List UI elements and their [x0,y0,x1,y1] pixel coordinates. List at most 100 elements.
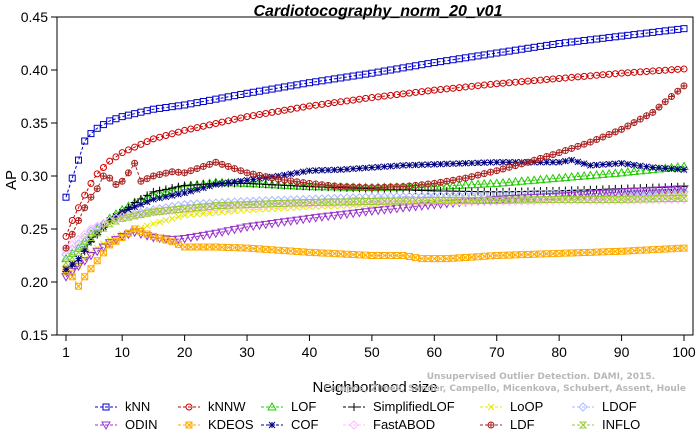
data-point [349,165,357,173]
data-point [298,215,309,225]
data-point [106,175,113,182]
data-point [206,209,213,217]
watermark-line: Unsupervised Outlier Detection. DAMI, 20… [427,372,655,382]
data-point [185,421,193,429]
data-point [61,273,71,282]
data-point [62,265,70,273]
data-point [611,247,619,255]
data-point [660,186,671,195]
data-point [137,140,145,148]
data-point [193,165,201,173]
data-point [556,149,563,156]
data-point [604,189,614,198]
series-knnw [62,65,688,240]
data-point [112,212,120,220]
data-point [475,172,481,179]
data-point [206,160,214,168]
data-point [442,196,451,204]
data-point [604,168,614,178]
data-point [331,182,338,189]
data-point [169,168,176,175]
data-point [150,195,157,203]
data-point [618,159,625,167]
data-point [624,122,632,130]
data-point [567,195,576,203]
data-point [181,126,189,134]
data-point [468,173,476,181]
data-point [337,166,345,173]
data-point [181,189,188,197]
data-point [412,182,419,189]
data-point [287,170,295,178]
y-axis-label: AP [3,170,20,190]
data-point [660,194,670,205]
data-point [269,174,275,181]
data-point [641,165,652,174]
data-point [492,190,502,200]
data-point [75,217,82,224]
data-point [100,173,107,179]
y-tick-label: 0.20 [21,274,48,290]
data-point [491,178,502,187]
data-point [566,172,577,181]
data-point [487,159,494,166]
data-point [524,158,532,166]
data-point [61,253,71,263]
data-point [174,182,183,191]
data-point [87,194,94,201]
y-tick-label: 0.35 [21,115,48,131]
data-point [379,197,390,207]
data-point [635,195,646,205]
data-point [102,403,110,411]
data-point [412,161,419,169]
data-point [636,246,644,254]
series-line [65,198,685,251]
data-point [504,177,515,186]
data-point [243,176,251,184]
data-point [593,161,600,169]
data-point [254,221,265,231]
data-point [362,184,369,191]
data-point [342,198,352,206]
data-point [543,158,551,166]
data-point [267,219,277,229]
data-point [661,195,670,203]
data-point [279,218,290,227]
data-point [460,190,471,201]
data-point [174,205,183,213]
data-point [536,154,544,162]
data-point [387,252,395,259]
data-point [681,82,687,89]
data-point [223,227,234,236]
x-tick-label: 90 [614,344,630,360]
data-point [137,201,145,208]
data-point [168,184,177,193]
data-point [312,181,319,188]
data-point [485,196,496,207]
data-point [661,245,669,253]
data-point [417,197,427,205]
data-point [124,213,133,221]
chart-title: Cardiotocography_norm_20_v01 [254,3,503,20]
data-point [611,195,620,203]
data-point [125,169,132,176]
data-point [124,229,132,237]
data-point [162,193,170,201]
data-point [599,133,606,140]
data-point [81,204,89,212]
data-point [610,188,621,198]
data-point [348,198,358,206]
data-point [161,185,170,194]
data-point [630,119,638,127]
data-point [543,152,551,160]
data-point [450,177,457,184]
data-point [69,231,76,238]
data-point [293,178,300,185]
data-point [591,190,602,199]
series-knn [62,25,688,201]
data-point [62,232,70,240]
data-point [186,204,196,212]
data-point [537,158,544,166]
data-point [68,174,76,182]
data-point [67,240,77,250]
